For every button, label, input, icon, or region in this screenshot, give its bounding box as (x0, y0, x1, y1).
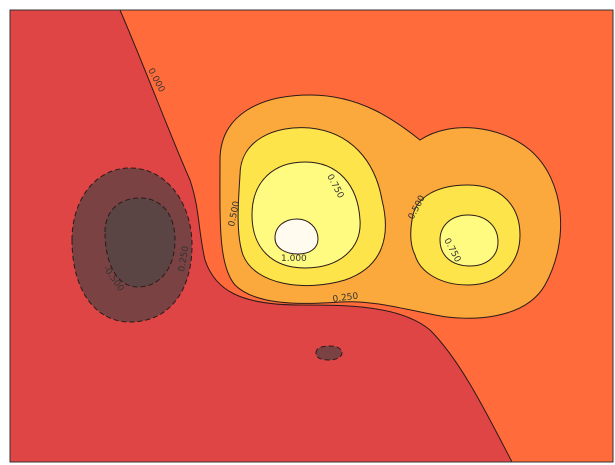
contour-line-minus-0.5 (104, 197, 176, 288)
region-small-negative-island (316, 346, 342, 360)
contour-line-small-island (315, 345, 343, 361)
contour-label-1: 0.250 (177, 245, 191, 272)
contour-line-0.5-left (237, 127, 386, 287)
contour-line-0.0 (119, 9, 513, 463)
region-0.75-to-1.0-right (440, 215, 498, 266)
contour-label-6: 0.250 (332, 291, 359, 305)
contour-line-minus-0.25 (71, 167, 193, 323)
contour-line-0.75-left (251, 161, 361, 269)
contour-line-0.75-right (439, 214, 499, 267)
contour-label-4: 1.000 (281, 254, 307, 264)
contour-line-0.5-right (410, 184, 521, 286)
axes-frame (9, 9, 614, 463)
region-above-1.0 (275, 219, 318, 254)
contour-line-0.25 (219, 94, 562, 319)
contour-line-1.0 (274, 218, 319, 255)
region-below-minus-0.5 (105, 198, 175, 287)
